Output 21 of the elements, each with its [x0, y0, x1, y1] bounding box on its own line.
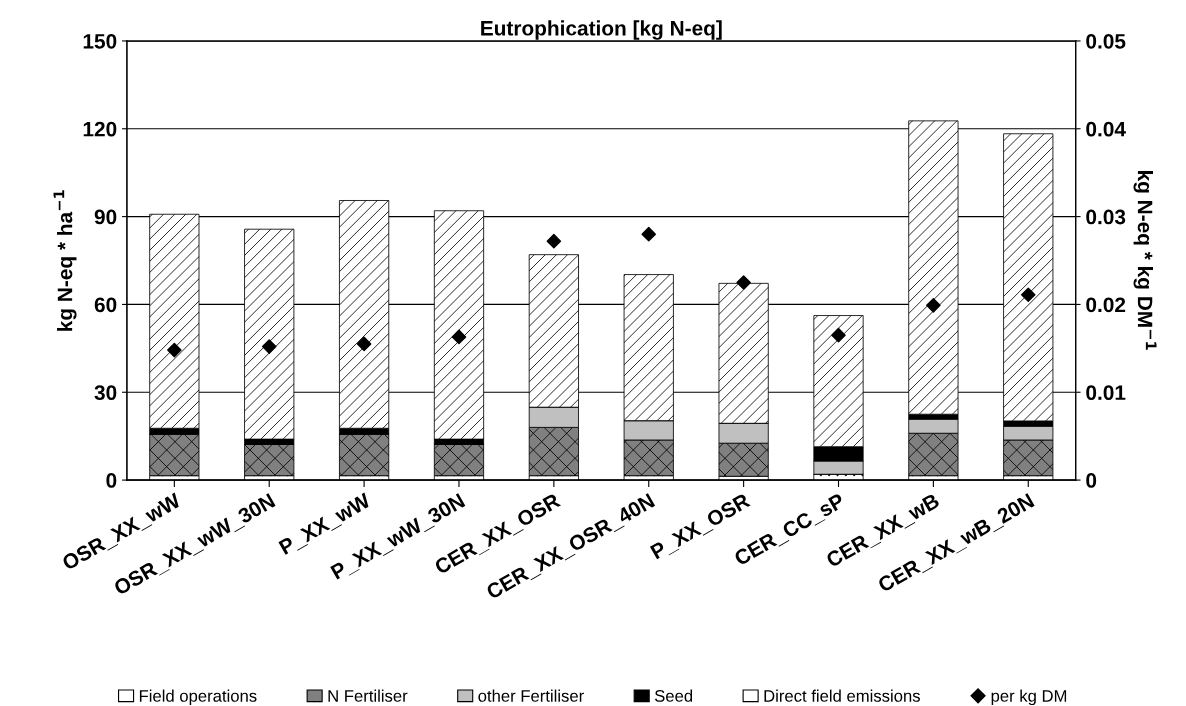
legend-label: other Fertiliser	[478, 689, 584, 702]
y2-tick-label: 0.04	[1086, 121, 1126, 137]
legend-label: per kg DM	[991, 689, 1067, 706]
legend-label: Field operations	[139, 689, 257, 706]
chart-title: Eutrophication [kg N-eq]	[481, 20, 722, 40]
y-tick-label: 30	[94, 385, 117, 401]
legend-label: Direct field emissions	[764, 689, 920, 702]
y2-tick-label: 0.01	[1086, 385, 1126, 401]
y-tick-label: 0	[106, 473, 117, 488]
y-axis-title: kg N-eq * ha$^{−1}$	[53, 190, 77, 331]
y-tick-label: 120	[83, 121, 117, 137]
y-tick-label: 60	[94, 297, 117, 313]
y2-tick-label: 0.03	[1086, 209, 1126, 225]
y2-tick-label: 0.02	[1086, 297, 1126, 313]
legend-label: Seed	[654, 689, 693, 702]
legend-label: N Fertiliser	[328, 689, 408, 702]
y2-tick-label: 0.05	[1086, 33, 1126, 49]
y-tick-label: 150	[83, 33, 117, 49]
y2-axis-title: kg N-eq * kg DM$^{−1}$	[1133, 171, 1157, 350]
y-tick-label: 90	[94, 209, 117, 225]
y2-tick-label: 0	[1086, 473, 1097, 488]
